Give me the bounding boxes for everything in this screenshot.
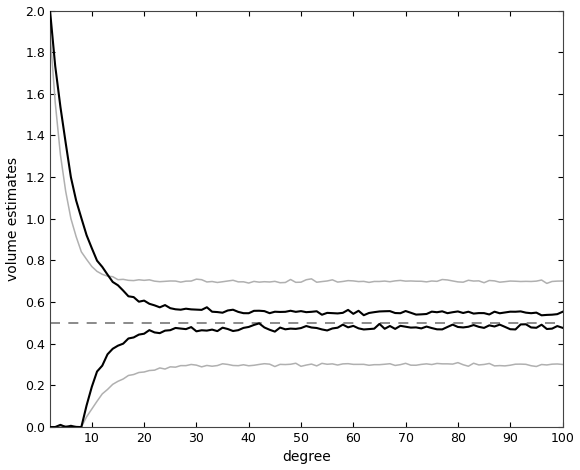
X-axis label: degree: degree bbox=[282, 450, 331, 464]
Y-axis label: volume estimates: volume estimates bbox=[6, 157, 20, 281]
